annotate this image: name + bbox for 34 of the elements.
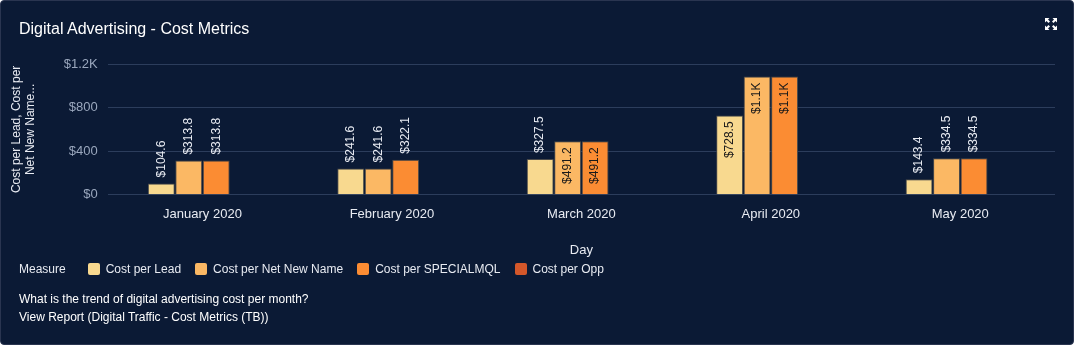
data-label: $104.6: [153, 140, 168, 178]
legend-title: Measure: [19, 262, 66, 276]
x-tick-label: April 2020: [741, 206, 801, 222]
data-label: $327.5: [532, 116, 547, 154]
data-label: $313.8: [181, 117, 196, 155]
y-tick-label: $800: [68, 99, 98, 115]
y-tick-label: $1.2K: [63, 55, 99, 71]
data-label: $491.2: [587, 146, 602, 184]
legend-label: Cost per Opp: [532, 262, 604, 276]
y-axis-title: Cost per Lead, Cost per Net New Name...: [8, 65, 37, 194]
data-label: $241.6: [370, 125, 385, 163]
chart-title: Digital Advertising - Cost Metrics: [18, 19, 251, 38]
data-label: $334.5: [966, 115, 981, 153]
y-tick-label: $0: [83, 186, 98, 202]
data-label: $1.1K: [749, 82, 764, 114]
x-axis-title: Day: [569, 241, 594, 257]
y-tick-label: $400: [68, 142, 98, 158]
data-label: $728.5: [721, 121, 736, 159]
legend-label: Cost per SPECIALMQL: [375, 262, 501, 276]
data-label: $241.6: [343, 125, 358, 163]
data-label: $322.1: [397, 116, 412, 154]
data-label: $313.8: [208, 117, 223, 155]
x-tick-label: February 2020: [349, 206, 435, 222]
text: View Report (Digital Traffic - Cost Metrics (TB)): [19, 309, 270, 326]
data-label: $143.4: [911, 136, 926, 174]
legend-label: Cost per Lead: [105, 262, 182, 276]
x-tick-label: March 2020: [547, 206, 616, 222]
x-tick-label: January 2020: [163, 206, 242, 222]
data-label: $334.5: [938, 115, 953, 153]
data-label: $491.2: [559, 146, 574, 184]
x-tick-label: May 2020: [931, 206, 989, 222]
data-label: $1.1K: [776, 82, 791, 114]
text: What is the trend of digital advertising cost per month?: [19, 291, 310, 308]
legend-label: Cost per Net New Name: [213, 262, 344, 276]
